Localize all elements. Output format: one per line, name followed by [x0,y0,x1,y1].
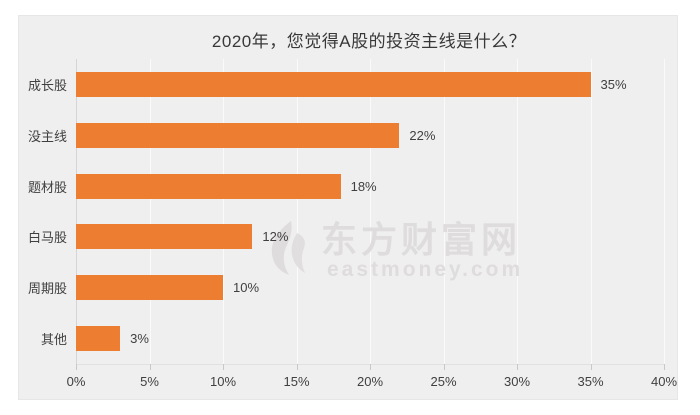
axis-tick [664,364,665,370]
bar-row: 周期股 10% [28,262,664,313]
bar [76,71,591,97]
axis-tick [223,364,224,370]
bar [76,122,400,148]
value-label: 3% [130,331,149,347]
gridline [370,59,371,364]
x-axis-tick-label: 5% [140,374,159,389]
x-axis-tick-label: 15% [283,374,310,389]
gridline [443,59,445,364]
category-label: 周期股 [27,281,67,297]
gridline [590,59,592,364]
gridline [296,59,298,364]
bar-row: 成长股 35% [28,59,664,110]
bar-row: 其他 3% [41,313,664,364]
category-label: 成长股 [27,77,67,93]
value-label: 10% [233,280,260,296]
axis-tick [443,364,445,370]
axis-tick [590,364,592,370]
x-axis-tick-label: 35% [577,374,604,389]
axis-tick [76,364,77,370]
category-label: 其他 [40,332,67,348]
gridline [517,59,518,364]
value-label: 22% [409,127,436,143]
x-axis-tick-label: 0% [66,374,86,389]
axis-tick [370,364,371,370]
x-axis-tick-label: 25% [430,374,457,389]
value-label: 12% [262,229,289,245]
bar-row: 没主线 22% [28,110,664,161]
bar-row: 白马股 12% [28,212,664,263]
value-label: 35% [600,76,627,92]
x-axis-tick-label: 10% [209,374,237,389]
category-label: 没主线 [27,128,67,144]
axis-tick [149,364,151,370]
plot-area: 东方财富网 eastmoney.com 成长股 35% 没主线 22% 题材股 18% 白马… [28,59,677,389]
bar [76,224,253,250]
bar [76,326,121,352]
gridline [664,59,665,364]
bar [76,173,341,199]
bar-chart-panel: 2020年，您觉得A股的投资主线是什么？ 东方财富网 eastmoney.com… [18,15,678,400]
bar-row: 题材股 18% [28,161,664,212]
axis-tick [296,364,298,370]
category-label: 题材股 [27,179,67,195]
gridline [76,59,77,364]
chart-title: 2020年，您觉得A股的投资主线是什么？ [211,32,527,51]
x-axis-tick-label: 40% [650,374,678,389]
x-axis-tick-label: 30% [503,374,531,389]
bar [76,275,223,301]
axis-tick [517,364,518,370]
gridline [149,59,151,364]
value-label: 18% [350,178,377,194]
gridline [223,59,224,364]
x-axis-tick-label: 20% [356,374,384,389]
category-label: 白马股 [27,230,67,246]
